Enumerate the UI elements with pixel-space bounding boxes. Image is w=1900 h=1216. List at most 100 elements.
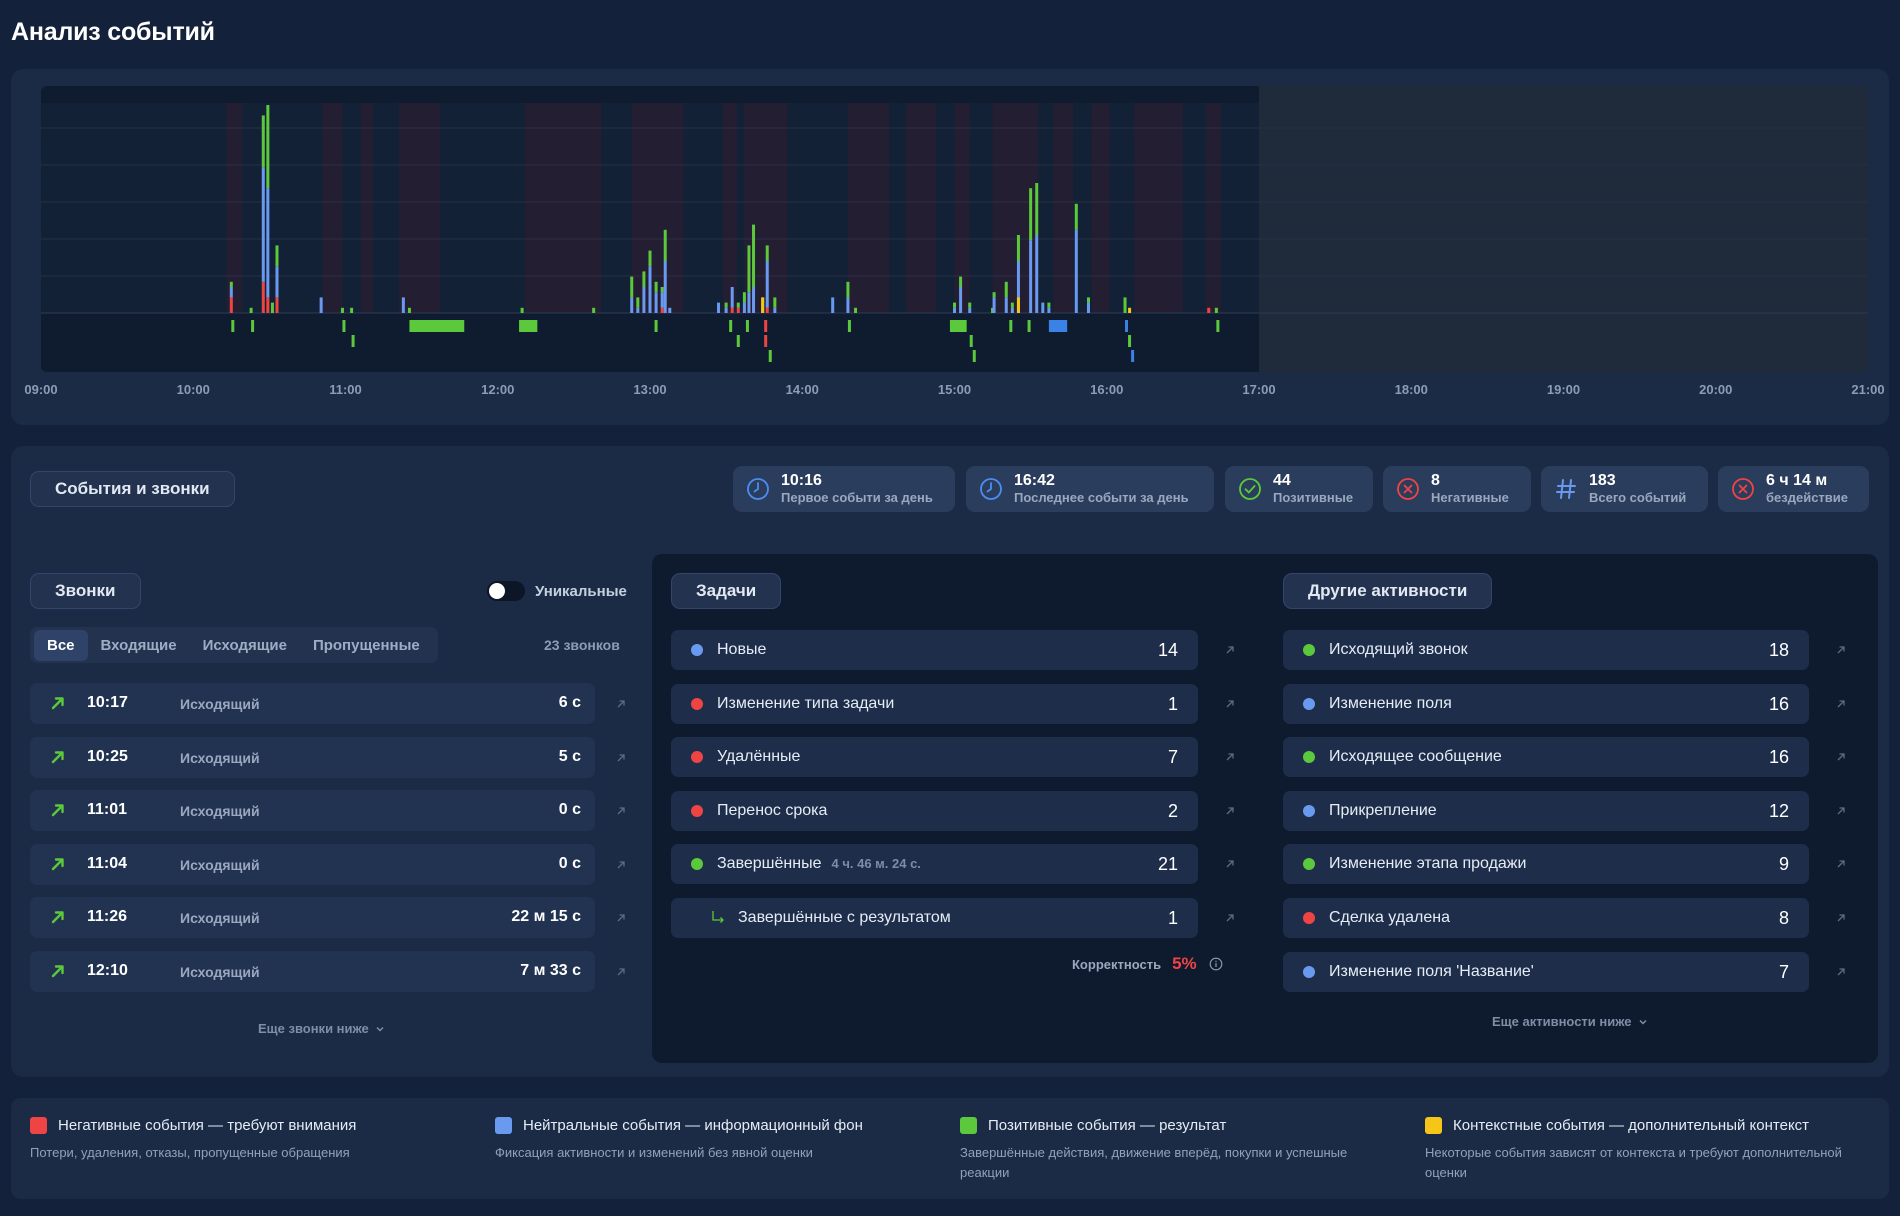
timeline-bar-segment[interactable] — [991, 307, 995, 313]
timeline-bar-segment[interactable] — [1041, 302, 1045, 313]
timeline-lane-mark[interactable] — [764, 335, 768, 347]
timeline-lane-mark[interactable] — [519, 320, 538, 332]
external-link-icon[interactable] — [1835, 644, 1847, 656]
timeline-bar-segment[interactable] — [1086, 297, 1090, 303]
timeline-bar-segment[interactable] — [1035, 183, 1039, 235]
timeline-bar-segment[interactable] — [1047, 302, 1051, 308]
timeline-bar-segment[interactable] — [592, 307, 596, 313]
timeline-lane-mark[interactable] — [972, 350, 976, 362]
timeline-bar-segment[interactable] — [992, 292, 996, 298]
timeline-bar-segment[interactable] — [846, 281, 850, 298]
timeline-bar-segment[interactable] — [261, 115, 265, 168]
timeline-bar-segment[interactable] — [1214, 307, 1218, 313]
timeline-bar-segment[interactable] — [340, 307, 344, 313]
timeline-bar-segment[interactable] — [1123, 297, 1127, 313]
timeline-bar-segment[interactable] — [765, 307, 769, 313]
timeline-bar-segment[interactable] — [1047, 307, 1051, 313]
timeline-lane-mark[interactable] — [1048, 320, 1068, 332]
timeline-bar-segment[interactable] — [636, 297, 640, 308]
timeline-lane-mark[interactable] — [969, 335, 973, 347]
timeline-bar-segment[interactable] — [407, 307, 411, 313]
timeline-bar-segment[interactable] — [1016, 297, 1020, 313]
timeline-bar-segment[interactable] — [742, 292, 746, 303]
timeline-bar-segment[interactable] — [642, 271, 646, 287]
external-link-icon[interactable] — [1835, 698, 1847, 710]
external-link-icon[interactable] — [615, 805, 627, 817]
list-row[interactable]: Сделка удалена 8 — [1283, 898, 1809, 938]
list-row[interactable]: Изменение этапа продажи 9 — [1283, 844, 1809, 885]
timeline-bar-segment[interactable] — [968, 307, 972, 313]
timeline-bar-segment[interactable] — [773, 297, 777, 308]
timeline-bar-segment[interactable] — [229, 281, 233, 287]
call-row[interactable]: 11:04 Исходящий 0 с — [30, 843, 595, 885]
timeline-bar-segment[interactable] — [660, 292, 664, 308]
timeline-lane-mark[interactable] — [768, 350, 772, 362]
external-link-icon[interactable] — [615, 859, 627, 871]
timeline-bar-segment[interactable] — [953, 307, 956, 313]
timeline-lane-mark[interactable] — [729, 320, 733, 332]
timeline-bar-segment[interactable] — [765, 245, 769, 261]
timeline-bar-segment[interactable] — [229, 287, 233, 298]
unique-toggle[interactable] — [487, 581, 525, 601]
timeline-lane-mark[interactable] — [847, 320, 851, 332]
timeline-bar-segment[interactable] — [660, 307, 664, 313]
list-row[interactable]: Новые 14 — [671, 630, 1198, 670]
timeline-lane-mark[interactable] — [351, 335, 355, 347]
timeline-bar-segment[interactable] — [730, 287, 734, 308]
external-link-icon[interactable] — [1835, 751, 1847, 763]
timeline-lane-mark[interactable] — [1131, 350, 1135, 362]
list-row[interactable]: Изменение поля 16 — [1283, 683, 1809, 724]
timeline-bar-segment[interactable] — [717, 302, 721, 313]
external-link-icon[interactable] — [1224, 858, 1236, 870]
external-link-icon[interactable] — [615, 966, 627, 978]
call-row[interactable]: 11:01 Исходящий 0 с — [30, 790, 595, 832]
event-timeline-chart[interactable]: 09:00 10:00 11:00 12:00 13:00 14:00 15:00 16:00… — [11, 69, 1889, 425]
timeline-lane-mark[interactable] — [1125, 320, 1129, 332]
timeline-bar-segment[interactable] — [1074, 203, 1078, 230]
call-row[interactable]: 11:26 Исходящий 22 м 15 с — [30, 897, 595, 939]
timeline-bar-segment[interactable] — [663, 261, 667, 313]
timeline-lane-mark[interactable] — [1128, 335, 1132, 347]
timeline-bar-segment[interactable] — [761, 297, 765, 313]
timeline-bar-segment[interactable] — [654, 281, 658, 293]
timeline-bar-segment[interactable] — [1010, 307, 1014, 313]
external-link-icon[interactable] — [1835, 858, 1847, 870]
timeline-lane-mark[interactable] — [654, 320, 658, 332]
call-row[interactable]: 10:25 Исходящий 5 с — [30, 736, 595, 778]
timeline-bar-segment[interactable] — [261, 167, 265, 282]
more-activities-link[interactable]: Еще активности ниже — [1492, 1014, 1648, 1029]
timeline-bar-segment[interactable] — [630, 276, 634, 298]
timeline-bar-segment[interactable] — [663, 229, 667, 261]
external-link-icon[interactable] — [615, 698, 627, 710]
call-tab[interactable]: Входящие — [100, 636, 177, 654]
timeline-bar-segment[interactable] — [261, 281, 265, 313]
list-row[interactable]: Исходящий звонок 18 — [1283, 630, 1809, 670]
timeline-bar-segment[interactable] — [747, 292, 751, 313]
external-link-icon[interactable] — [1835, 912, 1847, 924]
timeline-bar-segment[interactable] — [319, 297, 323, 313]
timeline-bar-segment[interactable] — [275, 245, 279, 267]
timeline-bar-segment[interactable] — [1035, 235, 1039, 313]
timeline-lane-mark[interactable] — [231, 320, 235, 332]
list-row[interactable]: Завершённые 4 ч. 46 м. 24 с. 21 — [671, 844, 1198, 885]
timeline-bar-segment[interactable] — [1004, 281, 1008, 298]
timeline-bar-segment[interactable] — [270, 302, 274, 313]
list-row[interactable]: Перенос срока 2 — [671, 790, 1198, 831]
list-row[interactable]: Исходящее сообщение 16 — [1283, 737, 1809, 778]
timeline-lane-mark[interactable] — [949, 320, 967, 332]
timeline-bar-segment[interactable] — [1207, 307, 1211, 313]
timeline-bar-segment[interactable] — [854, 307, 858, 313]
timeline-bar-segment[interactable] — [630, 297, 634, 313]
timeline-bar-segment[interactable] — [752, 287, 756, 313]
timeline-bar-segment[interactable] — [1004, 297, 1008, 313]
timeline-lane-mark[interactable] — [409, 320, 465, 332]
timeline-bar-segment[interactable] — [992, 297, 996, 313]
timeline-bar-segment[interactable] — [1029, 240, 1033, 313]
timeline-bar-segment[interactable] — [275, 297, 279, 313]
timeline-bar-segment[interactable] — [668, 307, 672, 313]
external-link-icon[interactable] — [1224, 751, 1236, 763]
list-row[interactable]: Изменение типа задачи 1 — [671, 683, 1198, 724]
timeline-bar-segment[interactable] — [959, 287, 963, 313]
timeline-bar-segment[interactable] — [642, 287, 646, 313]
call-row[interactable]: 12:10 Исходящий 7 м 33 с — [30, 951, 595, 992]
